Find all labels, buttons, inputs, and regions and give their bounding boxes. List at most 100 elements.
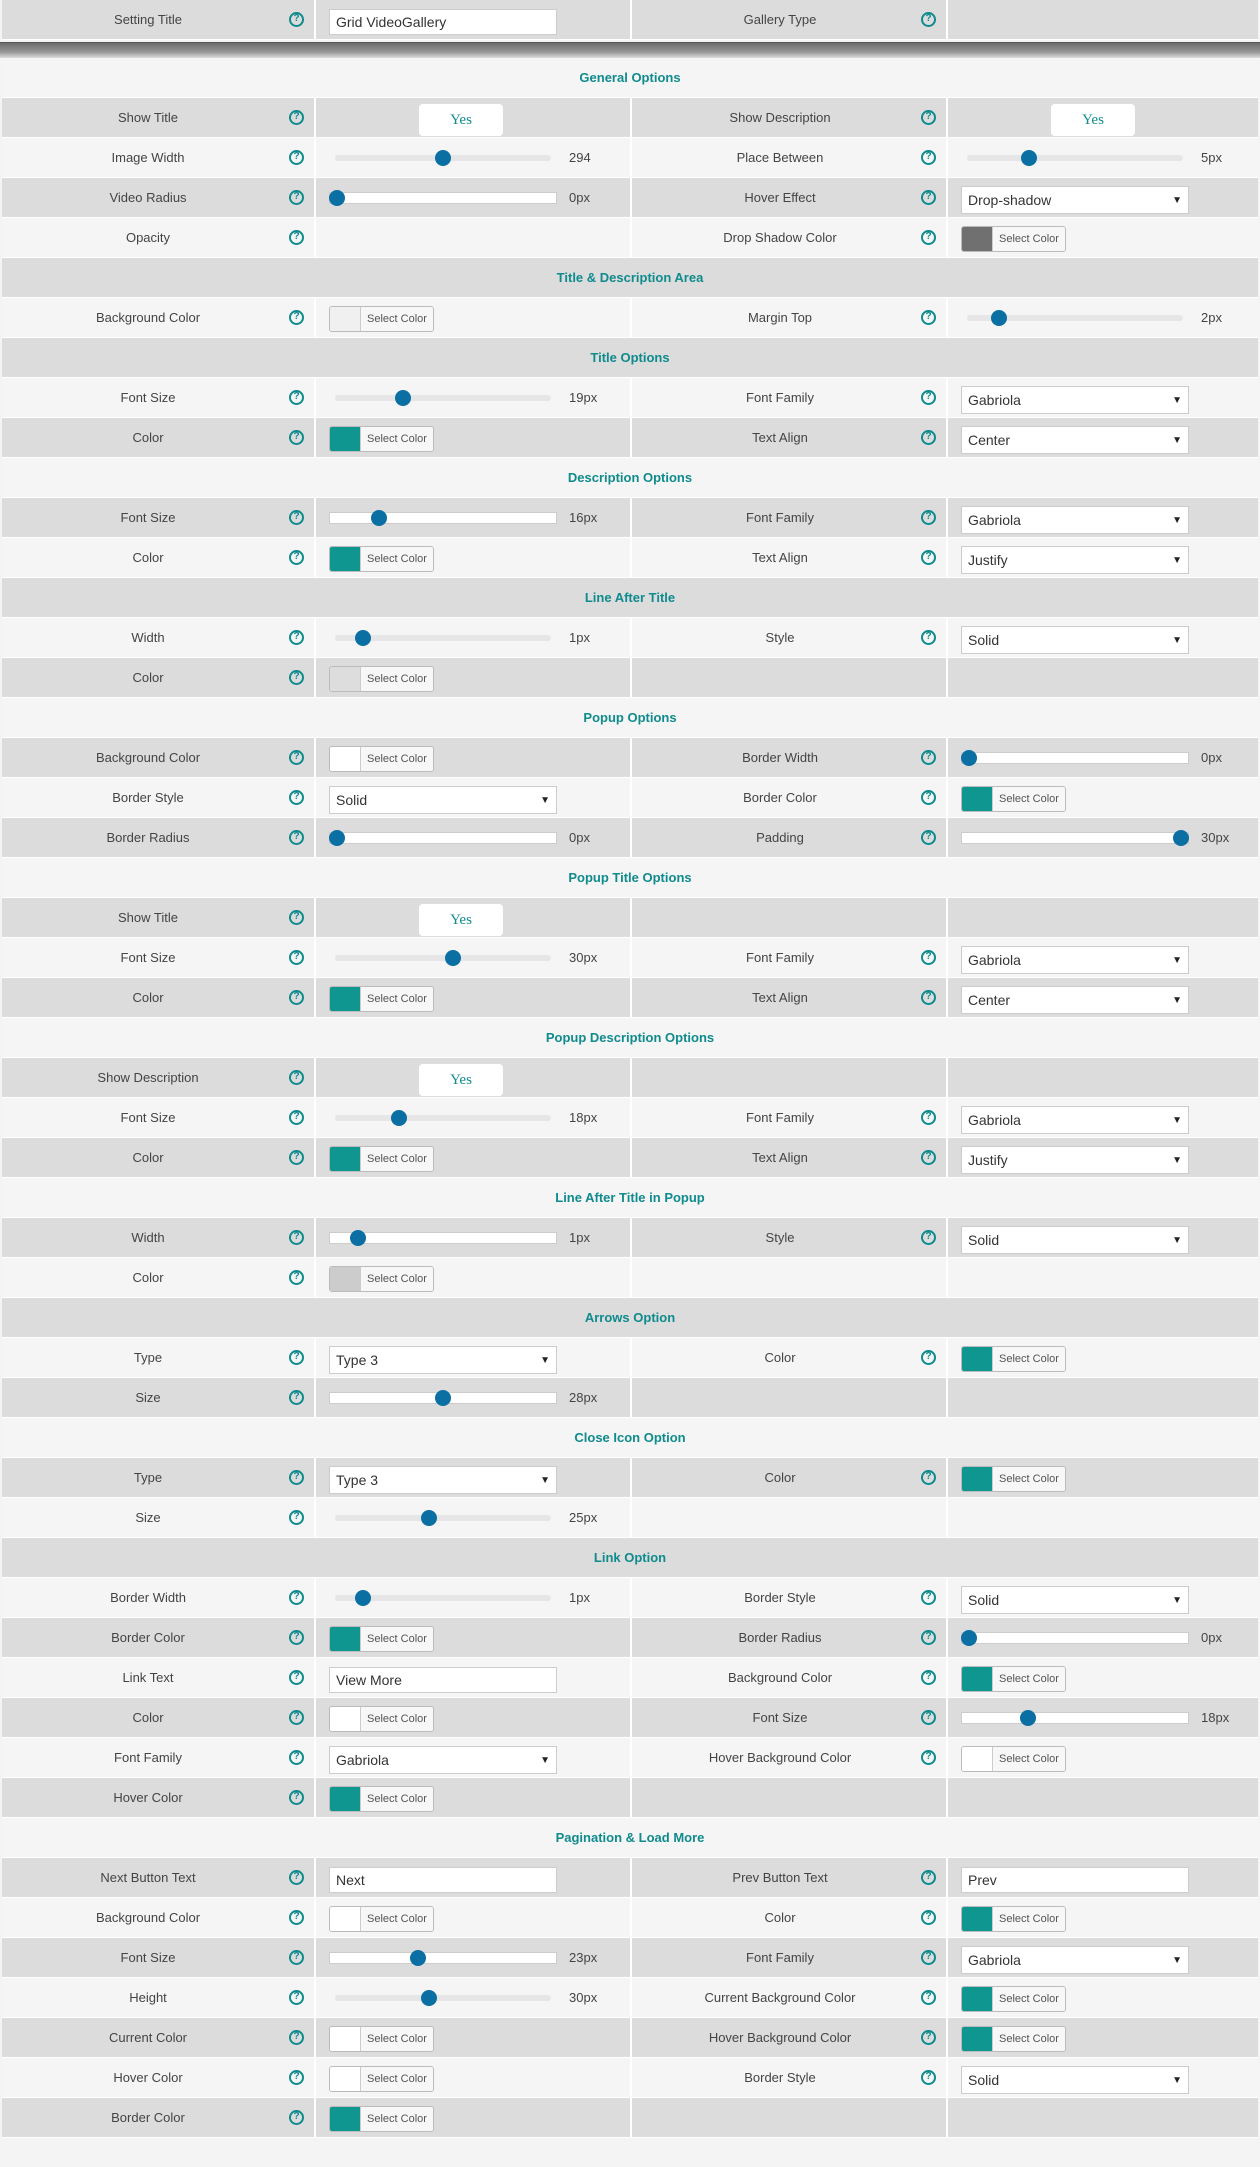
border-width-slider[interactable]: 0px	[961, 738, 1251, 777]
help-icon[interactable]: ?	[921, 11, 936, 27]
hover-effect-select[interactable]: Drop-shadow ▼	[961, 186, 1189, 214]
border-radius-slider-track[interactable]	[329, 831, 557, 844]
border-radius-slider[interactable]: 0px	[961, 1618, 1251, 1657]
help-icon[interactable]: ?	[289, 429, 304, 445]
padding-slider[interactable]: 30px	[961, 818, 1251, 857]
video-radius-slider[interactable]: 0px	[329, 178, 619, 217]
font-family-select[interactable]: Gabriola ▼	[961, 506, 1189, 534]
width-slider[interactable]: 1px	[329, 618, 619, 657]
help-icon[interactable]: ?	[921, 949, 936, 965]
prev-button-text-input[interactable]	[961, 1867, 1189, 1893]
margin-top-slider-track[interactable]	[967, 314, 1183, 321]
help-icon[interactable]: ?	[289, 1909, 304, 1925]
color-color-picker[interactable]: Select Color	[329, 546, 434, 572]
help-icon[interactable]: ?	[289, 989, 304, 1005]
font-size-slider-track[interactable]	[335, 394, 551, 401]
border-radius-slider-track[interactable]	[961, 1631, 1189, 1644]
text-align-select[interactable]: Justify ▼	[961, 1146, 1189, 1174]
width-slider-handle[interactable]	[355, 629, 371, 646]
font-size-slider-handle[interactable]	[391, 1109, 407, 1126]
help-icon[interactable]: ?	[289, 11, 304, 27]
help-icon[interactable]: ?	[289, 829, 304, 845]
border-color-color-picker[interactable]: Select Color	[961, 786, 1066, 812]
font-size-slider[interactable]: 30px	[329, 938, 619, 977]
help-icon[interactable]: ?	[289, 509, 304, 525]
help-icon[interactable]: ?	[289, 1869, 304, 1885]
help-icon[interactable]: ?	[289, 1349, 304, 1365]
color-color-picker[interactable]: Select Color	[961, 1906, 1066, 1932]
text-align-select[interactable]: Center ▼	[961, 426, 1189, 454]
size-slider-track[interactable]	[335, 1514, 551, 1521]
select-color-button[interactable]: Select Color	[361, 1707, 433, 1731]
font-size-slider[interactable]: 18px	[961, 1698, 1251, 1737]
font-size-slider[interactable]: 18px	[329, 1098, 619, 1137]
select-color-button[interactable]: Select Color	[361, 307, 433, 331]
select-color-button[interactable]: Select Color	[361, 1907, 433, 1931]
color-color-picker[interactable]: Select Color	[329, 1266, 434, 1292]
help-icon[interactable]: ?	[921, 789, 936, 805]
font-size-slider-track[interactable]	[329, 1951, 557, 1964]
help-icon[interactable]: ?	[921, 1709, 936, 1725]
border-width-slider-handle[interactable]	[355, 1589, 371, 1606]
link-text-input[interactable]	[329, 1667, 557, 1693]
font-size-slider-track[interactable]	[329, 511, 557, 524]
hover-color-color-picker[interactable]: Select Color	[329, 2066, 434, 2092]
background-color-color-picker[interactable]: Select Color	[329, 306, 434, 332]
color-color-picker[interactable]: Select Color	[329, 426, 434, 452]
help-icon[interactable]: ?	[289, 749, 304, 765]
help-icon[interactable]: ?	[289, 1269, 304, 1285]
help-icon[interactable]: ?	[289, 549, 304, 565]
width-slider-handle[interactable]	[350, 1229, 367, 1246]
help-icon[interactable]: ?	[921, 1629, 936, 1645]
width-slider-track[interactable]	[335, 634, 551, 641]
image-width-slider[interactable]: 294	[329, 138, 619, 177]
margin-top-slider-handle[interactable]	[991, 309, 1007, 326]
help-icon[interactable]: ?	[921, 1869, 936, 1885]
help-icon[interactable]: ?	[289, 949, 304, 965]
select-color-button[interactable]: Select Color	[361, 2027, 433, 2051]
type-select[interactable]: Type 3 ▼	[329, 1346, 557, 1374]
help-icon[interactable]: ?	[921, 109, 936, 125]
font-family-select[interactable]: Gabriola ▼	[961, 1106, 1189, 1134]
color-color-picker[interactable]: Select Color	[961, 1346, 1066, 1372]
font-size-slider-track[interactable]	[335, 1114, 551, 1121]
help-icon[interactable]: ?	[921, 509, 936, 525]
help-icon[interactable]: ?	[289, 2069, 304, 2085]
border-color-color-picker[interactable]: Select Color	[329, 1626, 434, 1652]
help-icon[interactable]: ?	[289, 1669, 304, 1685]
place-between-slider-handle[interactable]	[1021, 149, 1037, 166]
help-icon[interactable]: ?	[289, 1149, 304, 1165]
height-slider-track[interactable]	[335, 1994, 551, 2001]
help-icon[interactable]: ?	[289, 229, 304, 245]
help-icon[interactable]: ?	[921, 189, 936, 205]
font-size-slider[interactable]: 19px	[329, 378, 619, 417]
border-width-slider[interactable]: 1px	[329, 1578, 619, 1617]
select-color-button[interactable]: Select Color	[361, 987, 433, 1011]
show-title-toggle[interactable]: Yes	[419, 904, 503, 936]
font-size-slider-track[interactable]	[335, 954, 551, 961]
help-icon[interactable]: ?	[921, 2029, 936, 2045]
border-style-select[interactable]: Solid ▼	[961, 1586, 1189, 1614]
select-color-button[interactable]: Select Color	[993, 1667, 1065, 1691]
font-size-slider-handle[interactable]	[445, 949, 461, 966]
height-slider-handle[interactable]	[421, 1989, 437, 2006]
help-icon[interactable]: ?	[289, 189, 304, 205]
select-color-button[interactable]: Select Color	[993, 1347, 1065, 1371]
help-icon[interactable]: ?	[921, 309, 936, 325]
style-select[interactable]: Solid ▼	[961, 626, 1189, 654]
background-color-color-picker[interactable]: Select Color	[329, 746, 434, 772]
help-icon[interactable]: ?	[289, 389, 304, 405]
select-color-button[interactable]: Select Color	[361, 2107, 433, 2131]
text-align-select[interactable]: Center ▼	[961, 986, 1189, 1014]
background-color-color-picker[interactable]: Select Color	[961, 1666, 1066, 1692]
select-color-button[interactable]: Select Color	[993, 1747, 1065, 1771]
select-color-button[interactable]: Select Color	[361, 547, 433, 571]
help-icon[interactable]: ?	[921, 149, 936, 165]
help-icon[interactable]: ?	[921, 1589, 936, 1605]
select-color-button[interactable]: Select Color	[993, 227, 1065, 251]
help-icon[interactable]: ?	[289, 2109, 304, 2125]
help-icon[interactable]: ?	[921, 989, 936, 1005]
select-color-button[interactable]: Select Color	[361, 427, 433, 451]
text-align-select[interactable]: Justify ▼	[961, 546, 1189, 574]
help-icon[interactable]: ?	[921, 1149, 936, 1165]
